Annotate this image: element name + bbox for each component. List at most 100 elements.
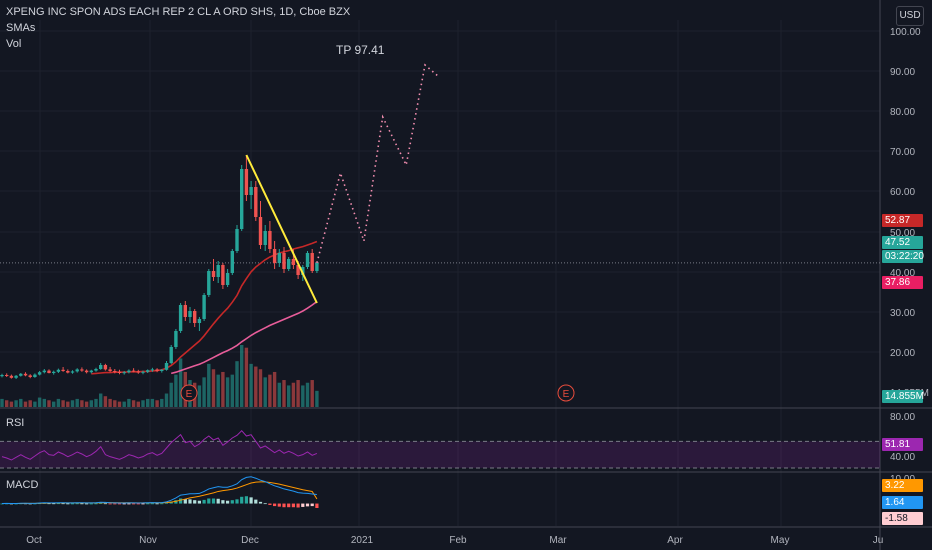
volume-bar	[141, 400, 145, 407]
candle-body	[225, 273, 230, 285]
price-tick-label: 40.00	[890, 268, 915, 279]
time-tick-label: Mar	[549, 535, 567, 546]
price-tick-label: 50.00	[890, 228, 915, 239]
candle-body	[52, 371, 56, 373]
candle-body	[80, 369, 84, 371]
time-tick-label: Oct	[26, 535, 42, 546]
volume-bar	[240, 345, 244, 407]
volume-bar	[230, 374, 234, 407]
candle-body	[103, 365, 108, 370]
candle-body	[136, 371, 140, 373]
candle-body	[221, 265, 225, 285]
volume-bar	[211, 369, 216, 407]
macd-hist-bar	[273, 503, 277, 507]
candle-body	[244, 169, 249, 195]
volume-bar	[37, 397, 42, 407]
candle-body	[122, 372, 126, 374]
rsi-band-fill	[0, 441, 880, 468]
volume-bar	[75, 398, 79, 407]
earnings-marker-label: E	[186, 389, 193, 400]
candle-body	[113, 371, 117, 372]
volume-bar	[0, 398, 4, 407]
candle-body	[305, 253, 310, 267]
candle-body	[23, 373, 28, 376]
candle-body	[291, 259, 296, 265]
macd-hist-bar	[296, 503, 300, 508]
candle-body	[28, 375, 32, 377]
macd-hist-bar	[61, 503, 65, 505]
candle-body	[127, 370, 131, 373]
volume-bar	[150, 398, 155, 407]
macd-hist-bar	[249, 497, 253, 504]
candle-body	[89, 370, 93, 373]
volume-bar	[174, 374, 178, 407]
volume-bar	[66, 401, 70, 407]
volume-bar	[47, 400, 51, 407]
macd-hist-bar	[254, 499, 258, 504]
volume-tag: 14.855M	[882, 390, 924, 403]
volume-bar	[52, 401, 56, 407]
macd-pane-label[interactable]: MACD	[6, 479, 39, 491]
candle-body	[66, 371, 70, 373]
candle-body	[249, 187, 253, 195]
volume-bar	[56, 398, 61, 407]
macd-hist-bar	[193, 500, 197, 504]
pane-tick-label: 40.00	[890, 452, 915, 463]
volume-bar	[291, 382, 296, 407]
macd-hist-bar	[75, 503, 79, 505]
legend-vol[interactable]: Vol	[6, 38, 22, 50]
candle-body	[164, 363, 169, 370]
macd-hist-bar	[85, 503, 89, 505]
volume-bars	[0, 345, 319, 407]
candle-body	[141, 371, 145, 373]
macd-hist-bar	[235, 499, 239, 504]
volume-bar	[202, 377, 206, 407]
volume-bar	[146, 398, 150, 407]
time-axis[interactable]: Oct Nov Dec 2021 Feb Mar Apr May Ju	[26, 535, 883, 546]
time-tick-label: Feb	[449, 535, 467, 546]
sma-long-tag: 37.86	[882, 276, 923, 289]
macd-hist-bar	[282, 503, 286, 508]
target-price-annotation[interactable]: TP 97.41	[336, 43, 385, 57]
rsi-pane-label[interactable]: RSI	[6, 417, 25, 429]
projection-path	[316, 63, 440, 264]
time-tick-label: May	[771, 535, 790, 546]
macd-hist-bar	[150, 503, 154, 505]
volume-bar	[84, 401, 89, 407]
macd-hist-bar	[183, 499, 187, 504]
macd-hist-bar	[33, 503, 37, 505]
candle-body	[287, 259, 291, 269]
legend-smas[interactable]: SMAs	[6, 22, 36, 34]
volume-bar	[268, 374, 272, 407]
time-tick-label: 2021	[351, 535, 374, 546]
macd-hist-bar	[258, 501, 263, 504]
volume-bar	[244, 347, 249, 407]
candle-body	[0, 375, 4, 377]
macd-hist-bar	[66, 503, 70, 505]
macd-line	[1, 476, 317, 505]
macd-hist-bar	[301, 503, 305, 507]
volume-bar	[216, 374, 220, 407]
candle-body	[155, 369, 159, 371]
macd-hist-bar	[99, 503, 103, 504]
macd-hist-bar	[56, 503, 60, 505]
candle-body	[211, 271, 216, 277]
volume-bar	[108, 398, 112, 407]
candle-body	[272, 249, 277, 263]
volume-bar	[122, 401, 126, 407]
signal-value-tag: 1.64	[882, 496, 923, 509]
volume-bar	[9, 401, 14, 407]
macd-hist-bar	[230, 500, 234, 504]
volume-bar	[282, 380, 286, 407]
currency-button[interactable]: USD	[896, 6, 924, 26]
volume-bar	[99, 393, 103, 407]
candle-body	[207, 271, 211, 295]
time-tick-label: Apr	[667, 535, 683, 546]
price-tick-label: 70.00	[890, 147, 915, 158]
macd-hist-bar	[179, 498, 183, 504]
macd-hist-bar	[263, 503, 267, 505]
symbol-title[interactable]: XPENG INC SPON ADS EACH REP 2 CL A ORD S…	[6, 6, 351, 18]
candle-body	[268, 231, 272, 249]
